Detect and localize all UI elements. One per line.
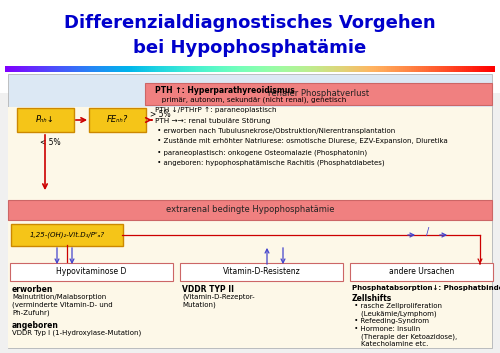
Text: • rasche Zellproliferation
    (Leukämie/Lymphom)
 • Refeeding-Syndrom
 • Hormon: • rasche Zellproliferation (Leukämie/Lym… [352, 303, 457, 347]
Text: > 5%: > 5% [150, 110, 171, 119]
Text: VDDR Typ I (1-Hydroxylase-Mutation): VDDR Typ I (1-Hydroxylase-Mutation) [12, 330, 141, 336]
Text: Differenzialdiagnostisches Vorgehen: Differenzialdiagnostisches Vorgehen [64, 14, 436, 32]
Text: (Vitamin-D-Rezeptor-
Mutation): (Vitamin-D-Rezeptor- Mutation) [182, 294, 254, 309]
Text: Vitamin-D-Resistenz: Vitamin-D-Resistenz [222, 268, 300, 276]
Text: < 5%: < 5% [40, 138, 60, 147]
FancyBboxPatch shape [89, 108, 146, 132]
FancyBboxPatch shape [8, 74, 492, 348]
FancyBboxPatch shape [0, 0, 500, 93]
Text: FEₙₕ?: FEₙₕ? [107, 115, 128, 125]
FancyBboxPatch shape [10, 263, 173, 281]
FancyBboxPatch shape [8, 221, 492, 348]
Text: • angeboren: hypophosphatämische Rachitis (Phosphatdiabetes): • angeboren: hypophosphatämische Rachiti… [155, 160, 384, 166]
FancyBboxPatch shape [180, 263, 343, 281]
FancyBboxPatch shape [17, 108, 74, 132]
Text: andere Ursachen: andere Ursachen [389, 268, 454, 276]
Text: 1,25-(OH)₂-Vit.D₃/Pᶜₐ?: 1,25-(OH)₂-Vit.D₃/Pᶜₐ? [30, 232, 104, 238]
Text: • paraneoplastisch: onkogene Osteomalazie (Phosphatonin): • paraneoplastisch: onkogene Osteomalazi… [155, 149, 367, 156]
Text: primär, autonom, sekundär (nicht renal), genetisch: primär, autonom, sekundär (nicht renal),… [155, 96, 346, 103]
Text: • Zustände mit erhöhter Natriurese: osmotische Diurese, EZV-Expansion, Diuretika: • Zustände mit erhöhter Natriurese: osmo… [155, 138, 448, 144]
FancyBboxPatch shape [11, 224, 123, 246]
Text: Hypovitaminose D: Hypovitaminose D [56, 268, 126, 276]
Text: extrarenal bedingte Hypophosphatämie: extrarenal bedingte Hypophosphatämie [166, 205, 334, 215]
Text: Malnutrition/Malabsorption
(verminderte Vitamin-D- und
Ph-Zufuhr): Malnutrition/Malabsorption (verminderte … [12, 294, 112, 316]
Text: erworben: erworben [12, 285, 53, 294]
FancyBboxPatch shape [8, 107, 492, 205]
Text: Phosphatabsorption↓: Phosphatbinder: Phosphatabsorption↓: Phosphatbinder [352, 285, 500, 291]
FancyBboxPatch shape [350, 263, 493, 281]
Text: /: / [426, 227, 430, 237]
Text: Pₙₕ↓: Pₙₕ↓ [36, 115, 55, 125]
Text: PTH ↑: Hyperparathyreoidismus: PTH ↑: Hyperparathyreoidismus [155, 86, 295, 95]
FancyBboxPatch shape [145, 83, 492, 105]
Text: VDDR TYP II: VDDR TYP II [182, 285, 234, 294]
Text: bei Hypophosphatämie: bei Hypophosphatämie [134, 39, 366, 57]
Text: renaler Phosphatverlust: renaler Phosphatverlust [268, 90, 369, 98]
Text: Zellshifts: Zellshifts [352, 294, 392, 303]
Text: PTH →→: renal tubuläre Störung: PTH →→: renal tubuläre Störung [155, 118, 270, 124]
Text: PTH ↓/PTHrP ↑: paraneoplastisch: PTH ↓/PTHrP ↑: paraneoplastisch [155, 107, 276, 113]
Text: angeboren: angeboren [12, 321, 59, 330]
Text: • erworben nach Tubulusnekrose/Obstruktion/Nierentransplantation: • erworben nach Tubulusnekrose/Obstrukti… [155, 128, 395, 134]
FancyBboxPatch shape [8, 200, 492, 220]
